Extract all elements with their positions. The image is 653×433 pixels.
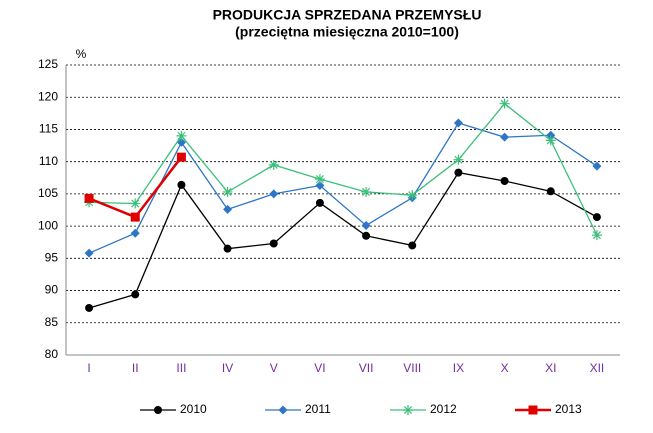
- y-tick-label: 100: [38, 218, 58, 232]
- marker: [407, 190, 418, 201]
- marker: [269, 239, 278, 248]
- legend-label: 2011: [305, 402, 331, 416]
- x-tick-label: V: [270, 361, 278, 375]
- marker: [154, 406, 162, 414]
- marker: [545, 135, 556, 146]
- y-tick-label: 125: [38, 57, 58, 71]
- legend-item: 2013: [515, 402, 582, 416]
- marker: [131, 290, 140, 299]
- marker: [453, 154, 464, 165]
- legend-item: 2012: [390, 402, 457, 416]
- x-tick-label: XII: [590, 361, 605, 375]
- marker: [592, 161, 602, 171]
- marker: [408, 241, 417, 250]
- marker: [130, 228, 140, 238]
- y-tick-label: 105: [38, 186, 58, 200]
- marker: [222, 186, 233, 197]
- marker: [84, 193, 94, 203]
- marker: [223, 204, 233, 214]
- marker: [130, 198, 141, 209]
- marker: [85, 303, 94, 312]
- x-tick-label: III: [176, 361, 186, 375]
- marker: [315, 198, 324, 207]
- marker: [500, 177, 509, 185]
- y-tick-label: 115: [39, 122, 58, 136]
- marker: [528, 405, 538, 415]
- chart-subtitle: (przeciętna miesięczna 2010=100): [235, 24, 459, 40]
- x-tick-label: VI: [314, 361, 325, 375]
- marker: [500, 132, 510, 142]
- legend-label: 2010: [180, 402, 207, 416]
- marker: [315, 181, 325, 191]
- series-line: [89, 102, 598, 236]
- y-tick-label: 95: [45, 251, 59, 265]
- x-tick-label: XI: [545, 361, 556, 375]
- marker: [130, 212, 140, 222]
- marker: [268, 159, 279, 170]
- legend-item: 2011: [265, 402, 331, 416]
- x-tick-label: I: [87, 361, 90, 375]
- y-tick-label: 110: [39, 154, 58, 168]
- marker: [454, 168, 463, 177]
- x-tick-label: IX: [453, 361, 464, 375]
- marker: [361, 186, 372, 197]
- marker: [314, 174, 325, 185]
- y-tick-label: 90: [45, 283, 59, 297]
- marker: [362, 231, 371, 240]
- marker: [278, 405, 288, 415]
- x-tick-label: VIII: [403, 361, 421, 375]
- chart-title: PRODUKCJA SPRZEDANA PRZEMYSŁU: [213, 7, 482, 23]
- marker: [84, 248, 94, 258]
- series-line: [88, 171, 598, 309]
- marker: [499, 98, 510, 109]
- legend-label: 2013: [555, 402, 582, 416]
- x-tick-label: II: [132, 361, 139, 375]
- marker: [223, 244, 232, 253]
- marker: [592, 213, 601, 222]
- legend-label: 2012: [430, 402, 457, 416]
- x-tick-label: VII: [359, 361, 374, 375]
- y-tick-label: 120: [38, 89, 58, 103]
- legend-item: 2010: [140, 402, 207, 416]
- marker: [591, 230, 602, 241]
- marker: [361, 220, 371, 230]
- marker: [176, 130, 187, 141]
- marker: [176, 152, 186, 162]
- y-tick-label: 85: [45, 315, 59, 329]
- marker: [177, 180, 186, 189]
- marker: [269, 189, 279, 199]
- y-axis-label: %: [76, 47, 87, 61]
- x-tick-label: IV: [222, 361, 233, 375]
- marker: [546, 187, 555, 196]
- x-tick-label: X: [501, 361, 509, 375]
- y-tick-label: 80: [45, 347, 59, 361]
- marker: [403, 405, 413, 415]
- marker: [453, 118, 463, 128]
- series-line: [88, 122, 598, 254]
